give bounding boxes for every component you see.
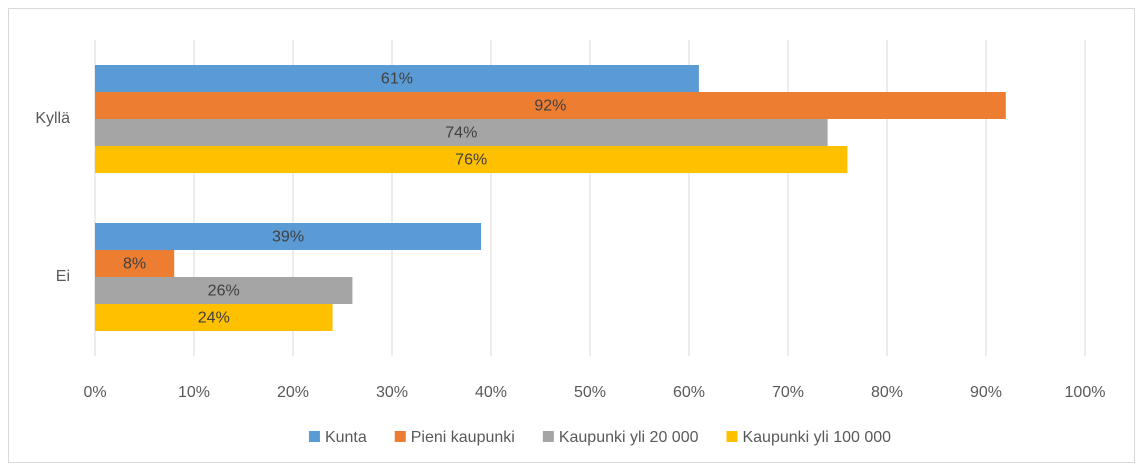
data-label: 74% (445, 125, 477, 142)
data-label: 8% (123, 256, 146, 273)
x-tick-label: 60% (673, 384, 705, 401)
x-tick-label: 10% (178, 384, 210, 401)
x-tick-label: 30% (376, 384, 408, 401)
bar (95, 250, 175, 277)
legend-swatch (542, 431, 554, 442)
legend-swatch (726, 431, 738, 442)
legend-label: Kaupunki yli 100 000 (742, 429, 891, 446)
category-label: Ei (56, 268, 70, 285)
x-tick-label: 0% (83, 384, 106, 401)
bar (95, 223, 482, 250)
x-tick-label: 100% (1065, 384, 1106, 401)
bar (95, 92, 1006, 119)
legend-swatch (308, 431, 320, 442)
bar (95, 277, 353, 304)
data-label: 92% (534, 98, 566, 115)
bar (95, 65, 699, 92)
category-label: Kyllä (35, 110, 70, 127)
x-tick-label: 70% (772, 384, 804, 401)
x-tick-label: 20% (277, 384, 309, 401)
bar (95, 146, 848, 173)
bar (95, 119, 828, 146)
x-tick-label: 90% (970, 384, 1002, 401)
data-label: 61% (381, 71, 413, 88)
legend-label: Kunta (325, 429, 367, 446)
legend-swatch (394, 431, 406, 442)
x-tick-label: 80% (871, 384, 903, 401)
x-tick-label: 50% (574, 384, 606, 401)
data-label: 39% (272, 229, 304, 246)
legend-label: Kaupunki yli 20 000 (559, 429, 699, 446)
data-label: 26% (208, 283, 240, 300)
bar (95, 304, 333, 331)
x-tick-label: 40% (475, 384, 507, 401)
data-label: 24% (198, 310, 230, 327)
data-label: 76% (455, 152, 487, 169)
legend-label: Pieni kaupunki (411, 429, 515, 446)
